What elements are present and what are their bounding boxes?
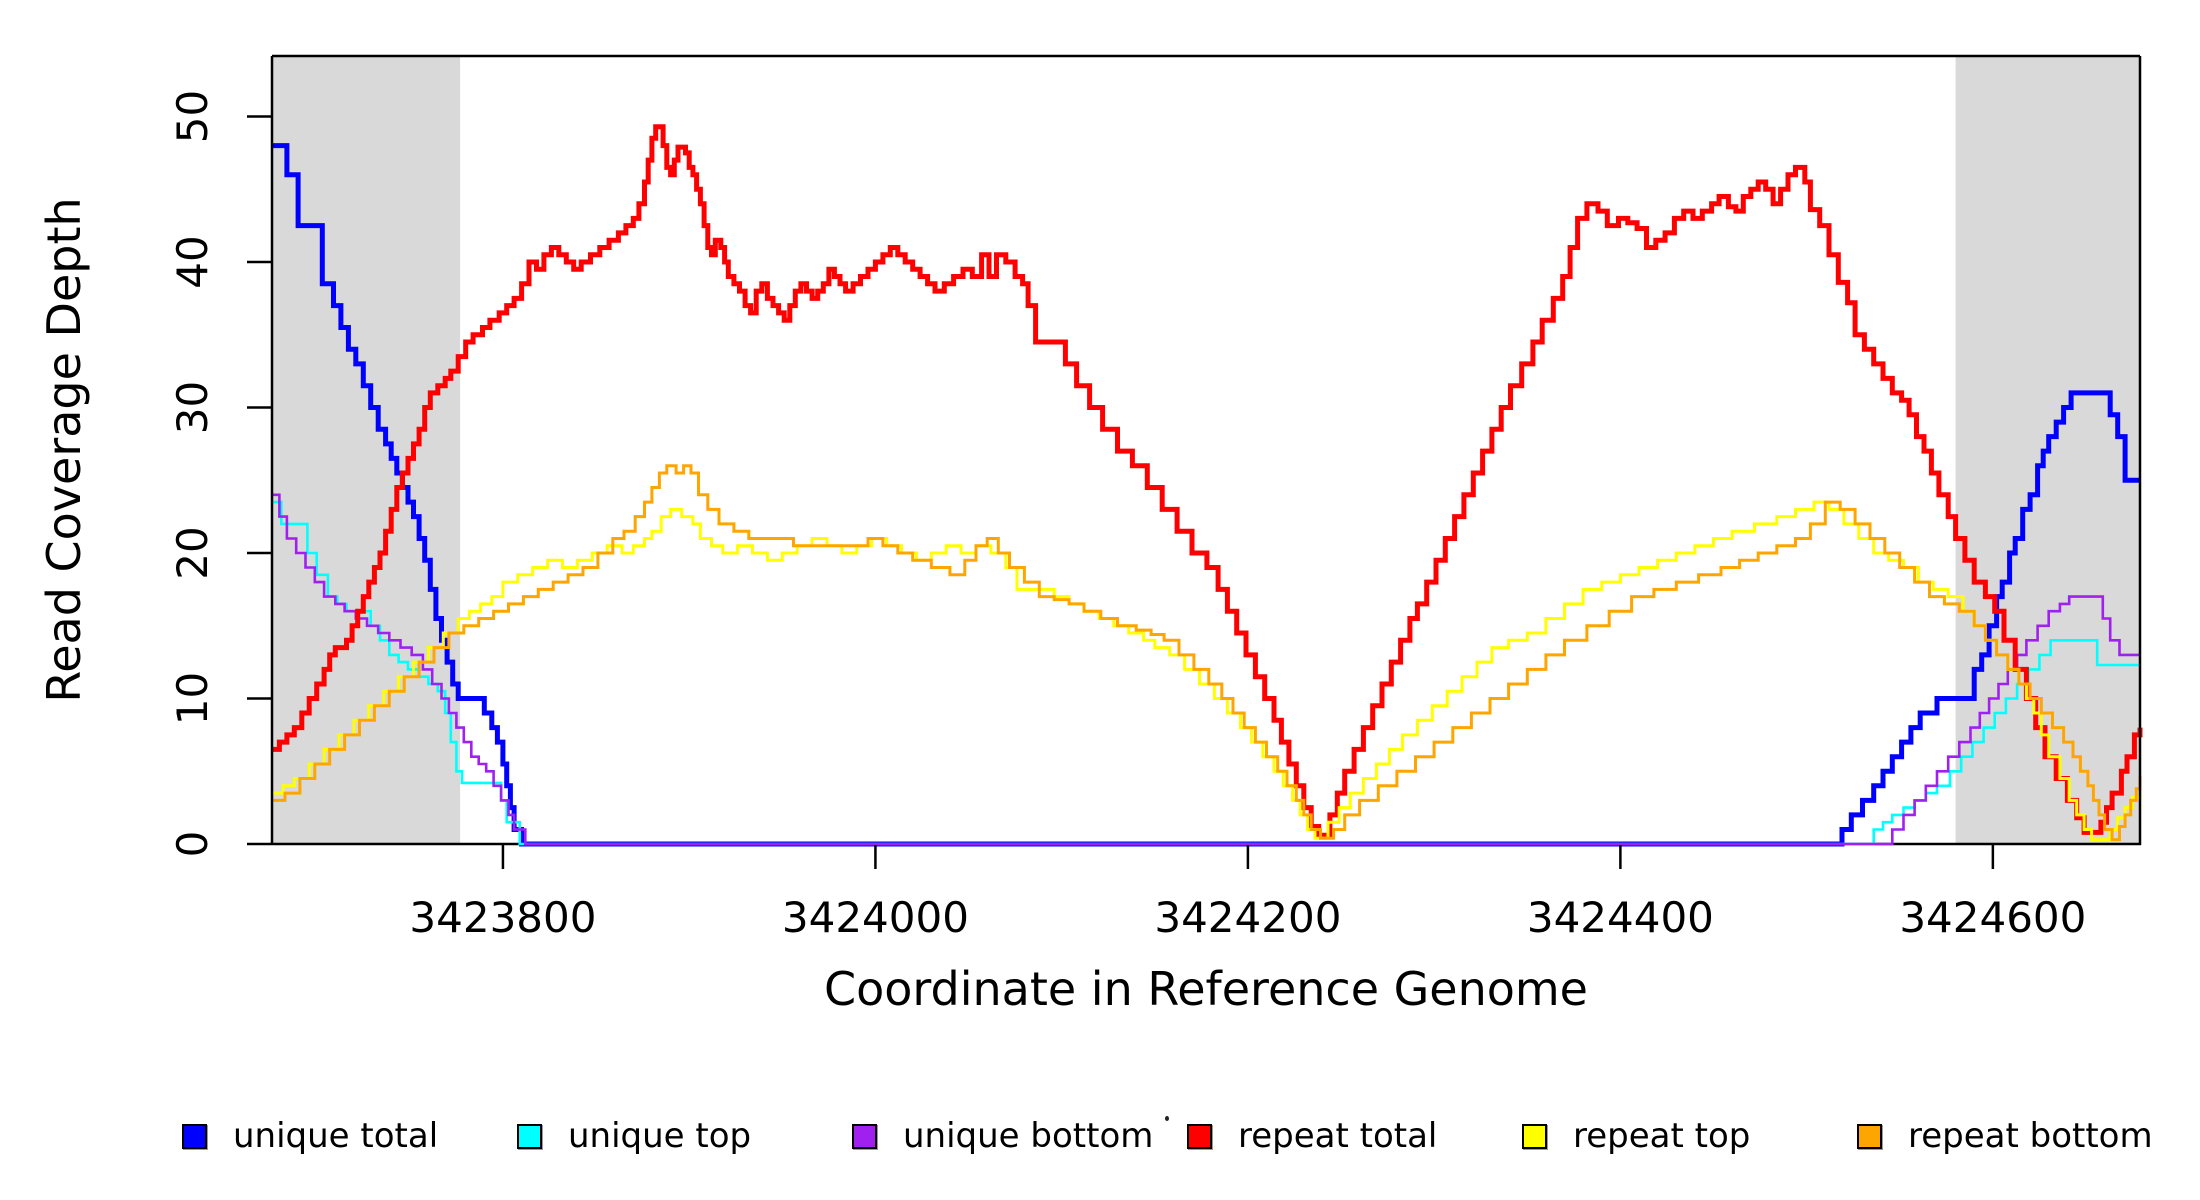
coverage-chart: 3423800 3424000 3424200 3424400 3424600 0 10 20… xyxy=(37,54,2143,1016)
y-tick-label: 30 xyxy=(168,381,217,434)
series-unique-bottom xyxy=(272,493,2140,846)
x-tick-label: 3423800 xyxy=(409,893,596,942)
x-tick-label: 3424600 xyxy=(1899,893,2086,942)
y-tick-label: 50 xyxy=(168,90,217,143)
axis-ticks xyxy=(247,115,1995,869)
plot-box-border xyxy=(270,54,2142,845)
series-repeat-total xyxy=(272,124,2143,838)
legend-item-repeat-top: repeat top xyxy=(1522,1116,1750,1156)
legend-label: unique total xyxy=(233,1116,439,1156)
legend-swatch-unique-top xyxy=(517,1123,542,1149)
legend-swatch-unique-total xyxy=(182,1123,207,1149)
legend-label: repeat total xyxy=(1238,1116,1438,1156)
x-tick-label: 3424200 xyxy=(1154,893,1341,942)
stray-dot-artifact xyxy=(1165,1116,1169,1121)
legend-item-repeat-bottom: repeat bottom xyxy=(1857,1116,2153,1156)
legend-item-unique-bottom: unique bottom xyxy=(852,1116,1153,1156)
legend-label: unique bottom xyxy=(903,1116,1154,1156)
y-axis-title: Read Coverage Depth xyxy=(37,197,91,702)
y-tick-label: 0 xyxy=(168,831,217,858)
legend: unique total unique top unique bottom repea… xyxy=(0,1108,2200,1168)
series-repeat-bottom xyxy=(272,464,2142,842)
legend-swatch-repeat-bottom xyxy=(1857,1123,1882,1149)
axis-tick-labels: 3423800 3424000 3424200 3424400 3424600 0 10 20… xyxy=(168,90,2086,942)
legend-label: repeat bottom xyxy=(1908,1116,2153,1156)
series-repeat-top xyxy=(272,500,2142,842)
flanking-shaded-bands xyxy=(272,56,2140,845)
legend-item-unique-top: unique top xyxy=(517,1116,751,1156)
legend-label: unique top xyxy=(568,1116,752,1156)
legend-swatch-repeat-top xyxy=(1522,1123,1547,1149)
x-tick-label: 3424000 xyxy=(782,893,969,942)
legend-swatch-repeat-total xyxy=(1187,1123,1212,1149)
legend-item-repeat-total: repeat total xyxy=(1187,1116,1437,1156)
y-tick-label: 20 xyxy=(168,526,217,579)
legend-swatch-unique-bottom xyxy=(852,1123,877,1149)
y-tick-label: 10 xyxy=(168,672,217,725)
legend-item-unique-total: unique total xyxy=(182,1116,438,1156)
x-axis-title: Coordinate in Reference Genome xyxy=(824,962,1588,1016)
x-tick-label: 3424400 xyxy=(1527,893,1714,942)
legend-label: repeat top xyxy=(1573,1116,1751,1156)
y-tick-label: 40 xyxy=(168,235,217,288)
coverage-series-lines xyxy=(272,124,2143,847)
